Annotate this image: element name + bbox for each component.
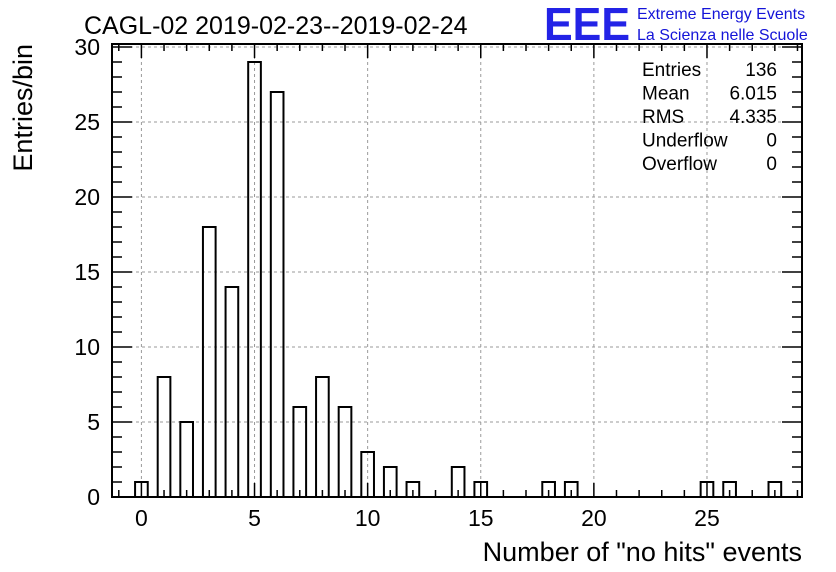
logo-line-1: Extreme Energy Events (637, 6, 805, 23)
y-tick-label: 5 (87, 409, 100, 435)
logo-mark: EEE (544, 0, 630, 50)
tick-labels: 0 5 10 15 20 25 0 5 10 15 20 25 30 (74, 34, 719, 531)
x-tick-label: 20 (581, 505, 607, 531)
x-tick-label: 0 (135, 505, 148, 531)
stats-label: Mean (642, 84, 690, 105)
x-axis-label: Number of "no hits" events (483, 537, 802, 567)
stats-value: 0 (766, 154, 777, 175)
stats-value: 0 (766, 131, 777, 152)
stats-label: Overflow (642, 154, 717, 175)
chart-title: CAGL-02 2019-02-23--2019-02-24 (84, 12, 468, 40)
histogram-bars (134, 61, 783, 498)
axes (111, 43, 803, 498)
grid-lines (112, 44, 802, 497)
histogram-bar (269, 91, 285, 498)
logo-line-2: La Scienza nelle Scuole (637, 27, 808, 44)
x-tick-label: 15 (468, 505, 494, 531)
histogram-bar (315, 376, 330, 498)
x-tick-label: 5 (248, 505, 261, 531)
stats-value: 6.015 (729, 84, 777, 105)
stats-value: 4.335 (729, 107, 777, 128)
histogram-bar (292, 406, 308, 498)
y-axis-label: Entries/bin (8, 44, 38, 172)
histogram-bar (179, 421, 194, 498)
stats-value: 136 (745, 60, 777, 81)
y-tick-label: 10 (74, 334, 100, 360)
histogram-bar (337, 406, 353, 498)
x-tick-label: 10 (355, 505, 381, 531)
histogram-bar (224, 286, 240, 498)
y-tick-label: 15 (74, 259, 100, 285)
stats-label: Underflow (642, 131, 728, 152)
histogram-bar (156, 376, 172, 498)
y-tick-label: 0 (87, 484, 100, 510)
y-tick-label: 30 (74, 34, 100, 60)
y-tick-label: 25 (74, 109, 100, 135)
stats-label: Entries (642, 60, 701, 81)
plot-frame (111, 43, 803, 498)
x-tick-label: 25 (694, 505, 720, 531)
eee-logo: EEE Extreme Energy Events La Scienza nel… (544, 0, 808, 50)
stats-label: RMS (642, 107, 684, 128)
histogram-bar (201, 226, 217, 498)
y-tick-label: 20 (74, 184, 100, 210)
